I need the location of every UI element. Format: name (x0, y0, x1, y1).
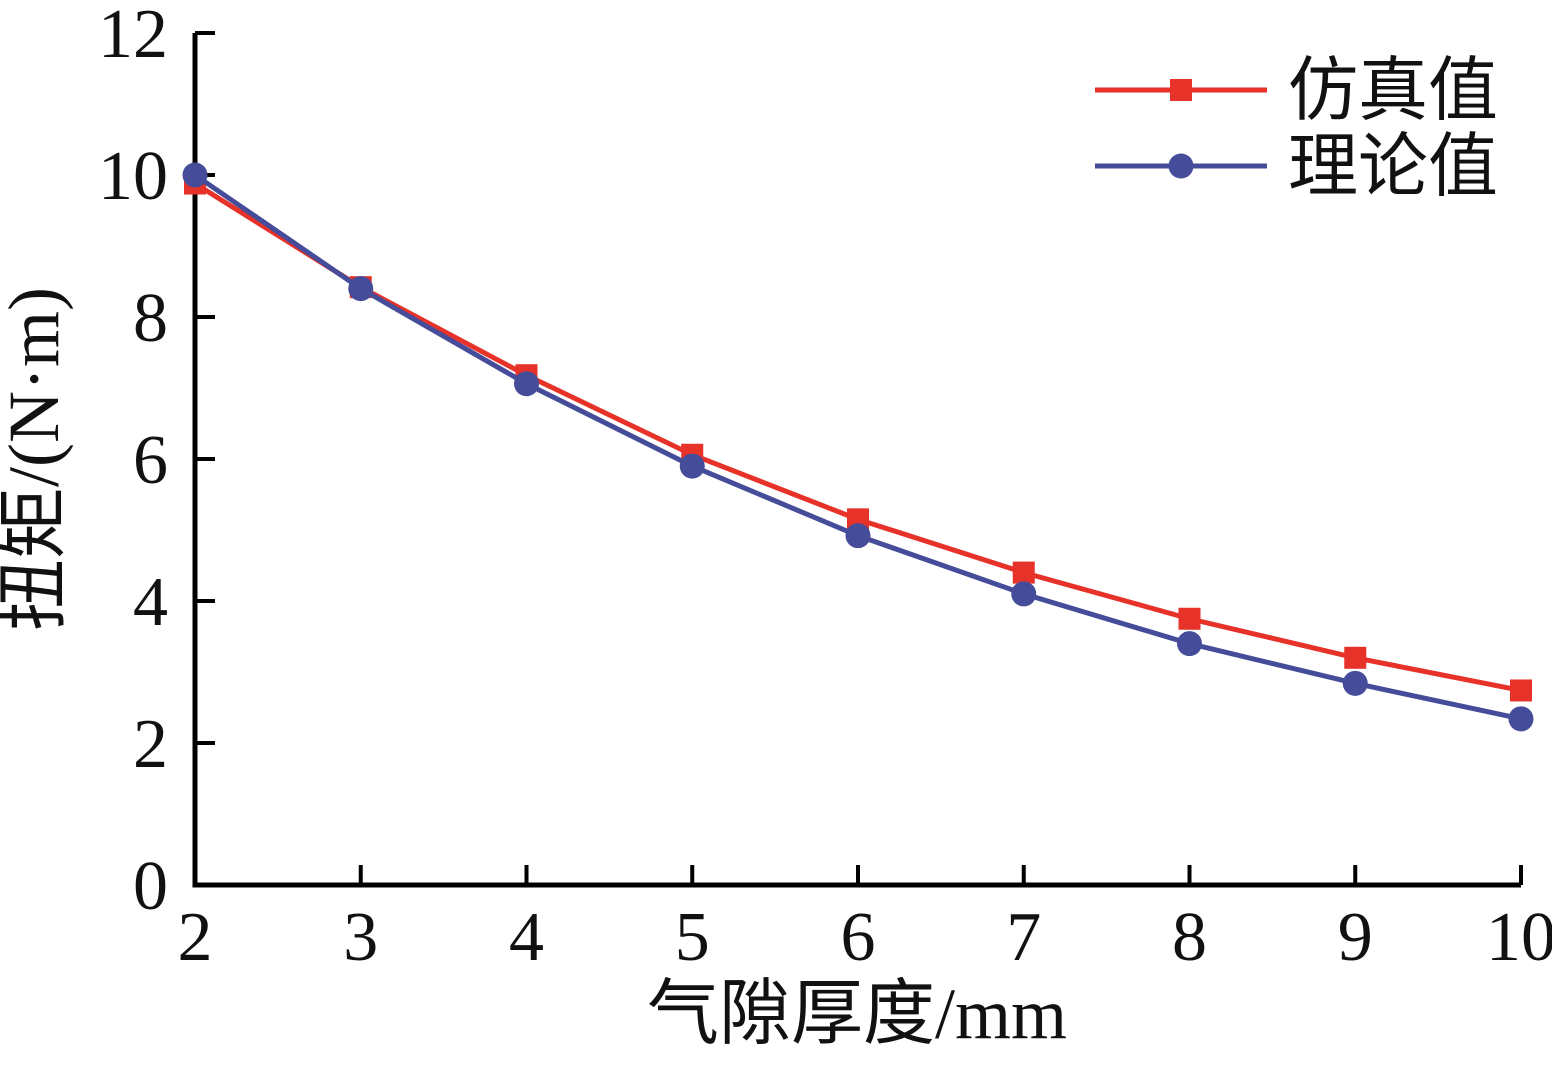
data-point-circle (1011, 581, 1037, 607)
data-point-circle (845, 523, 871, 549)
data-point-square (1510, 679, 1532, 702)
x-tick-label: 5 (675, 899, 710, 976)
data-point-circle (1177, 631, 1202, 657)
series-line (193, 172, 1522, 722)
data-point-circle (679, 453, 705, 479)
x-tick-label: 2 (178, 899, 213, 976)
data-point-circle (182, 162, 208, 188)
data-point-circle (1508, 706, 1534, 732)
x-tick-label: 7 (1006, 899, 1041, 976)
legend-circle-marker (1168, 153, 1194, 179)
x-tick-label: 4 (509, 899, 544, 976)
x-tick-label: 9 (1338, 899, 1373, 976)
data-point-circle (348, 276, 374, 302)
legend-label: 理论值 (1288, 129, 1498, 206)
series-理论值 (182, 162, 1534, 732)
x-tick-label: 8 (1172, 899, 1207, 976)
data-point-square (1012, 561, 1035, 584)
data-point-circle (514, 371, 539, 397)
data-point-square (1344, 646, 1367, 669)
data-point-square (1178, 607, 1201, 630)
legend-item: 仿真值 (1095, 53, 1498, 130)
y-tick-label: 0 (133, 848, 168, 925)
y-axis-ticks: 0 2 4 6 8 10 12 (98, 0, 215, 925)
y-tick-label: 12 (98, 0, 168, 73)
x-axis-title: 气隙厚度/mm (647, 974, 1067, 1054)
y-axis-title: 扭矩/(N·m) (0, 287, 74, 631)
y-tick-label: 2 (133, 706, 168, 783)
x-tick-label: 10 (1486, 899, 1552, 976)
legend-square-marker (1170, 79, 1192, 101)
x-tick-label: 3 (343, 899, 378, 976)
y-tick-label: 4 (133, 564, 168, 641)
series-仿真值 (184, 172, 1532, 702)
series-line (193, 181, 1522, 693)
data-series (182, 162, 1534, 732)
y-tick-label: 8 (133, 280, 168, 357)
y-tick-label: 10 (98, 138, 168, 215)
legend-item: 理论值 (1095, 129, 1498, 206)
data-point-circle (1342, 670, 1368, 696)
y-tick-label: 6 (133, 422, 168, 499)
legend-label: 仿真值 (1288, 53, 1498, 130)
x-tick-label: 6 (841, 899, 876, 976)
x-axis-ticks: 2 3 4 5 6 7 8 9 10 (178, 865, 1552, 976)
